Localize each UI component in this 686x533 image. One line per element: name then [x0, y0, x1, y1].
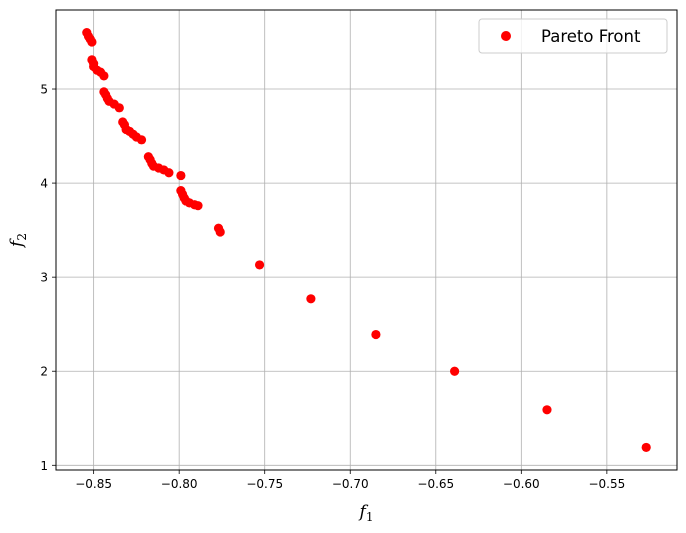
- data-point: [99, 71, 109, 81]
- data-point: [254, 260, 265, 270]
- x-tick-label: −0.80: [161, 477, 198, 491]
- data-point: [114, 103, 124, 113]
- legend-box: [478, 18, 668, 54]
- x-axis-ticks: −0.85 −0.80 −0.75 −0.70 −0.65 −0.60 −0.55: [75, 470, 625, 491]
- grid-lines: [56, 10, 677, 470]
- y-tick-label: 4: [40, 177, 48, 191]
- x-tick-label: −0.75: [246, 477, 283, 491]
- y-axis-label-subscript: 2: [15, 233, 29, 241]
- x-axis-label: f1: [358, 502, 374, 524]
- x-tick-label: −0.85: [75, 477, 112, 491]
- x-tick-label: −0.60: [503, 477, 540, 491]
- data-point: [136, 135, 147, 145]
- data-point: [542, 405, 552, 415]
- data-point: [87, 37, 97, 47]
- x-axis-label-subscript: 1: [366, 510, 374, 524]
- y-tick-label: 2: [40, 365, 48, 379]
- legend-label-pareto-front: Pareto Front: [541, 27, 641, 46]
- data-point: [450, 366, 460, 376]
- x-tick-label: −0.55: [588, 477, 625, 491]
- data-point: [306, 294, 316, 304]
- legend-marker: [501, 31, 511, 41]
- plot-frame: [55, 9, 678, 471]
- data-point: [371, 329, 381, 340]
- y-axis-label: f2: [7, 233, 29, 249]
- x-axis-label-main: f: [358, 502, 369, 522]
- data-points: [82, 27, 651, 453]
- x-tick-label: −0.70: [332, 477, 369, 491]
- data-point: [215, 227, 225, 237]
- data-point: [193, 201, 203, 211]
- y-tick-label: 1: [40, 459, 48, 473]
- y-axis-ticks: 1 2 3 4 5: [40, 83, 56, 473]
- data-point: [641, 442, 651, 453]
- data-point: [164, 168, 174, 178]
- legend: Pareto Front: [478, 18, 668, 54]
- x-tick-label: −0.65: [417, 477, 454, 491]
- y-tick-label: 3: [40, 271, 48, 285]
- y-tick-label: 5: [40, 83, 48, 97]
- y-axis-label-main: f: [7, 238, 27, 249]
- data-point: [176, 170, 186, 181]
